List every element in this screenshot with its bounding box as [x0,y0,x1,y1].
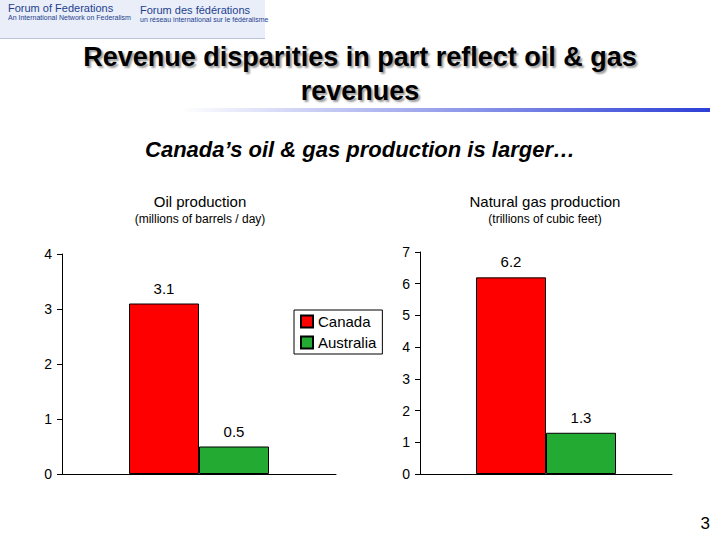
svg-text:Canada: Canada [318,313,371,330]
html-text:Forum des fédérations: Forum des fédérations [140,4,251,16]
svg-text:3: 3 [44,301,52,317]
svg-text:4: 4 [402,339,410,355]
svg-text:3.1: 3.1 [154,280,175,297]
html-text:Natural gas production: Natural gas production [469,193,621,210]
svg-text:0.5: 0.5 [224,423,245,440]
html-text:Oil production: Oil production [153,193,247,210]
svg-text:2: 2 [44,356,52,372]
html-text:(trillions of cubic feet): (trillions of cubic feet) [488,212,602,226]
html-text:An International Network on Fe: An International Network on Federalism [8,14,131,21]
svg-text:2: 2 [402,403,410,419]
svg-text:Australia: Australia [318,334,377,351]
html-text:Forum of Federations: Forum of Federations [8,2,114,14]
svg-text:0: 0 [44,466,52,482]
svg-text:7: 7 [402,244,410,260]
html-text:Canada’s oil & gas production: Canada’s oil & gas production is larger… [145,137,575,162]
svg-text:6.2: 6.2 [501,253,522,270]
html-text:un réseau international sur le: un réseau international sur le fédéralis… [140,16,269,23]
svg-text:4: 4 [44,246,52,262]
html-text:(millions of barrels / day): (millions of barrels / day) [134,212,266,226]
svg-text:6: 6 [402,276,410,292]
svg-text:5: 5 [402,307,410,323]
svg-text:1: 1 [44,411,52,427]
html-text:3: 3 [700,514,710,533]
svg-text:1.3: 1.3 [571,409,592,426]
svg-text:1: 1 [402,434,410,450]
svg-text:3: 3 [402,371,410,387]
html-text:Revenue disparities in part re: Revenue disparities in part reflect oil … [83,42,637,106]
svg-text:0: 0 [402,466,410,482]
